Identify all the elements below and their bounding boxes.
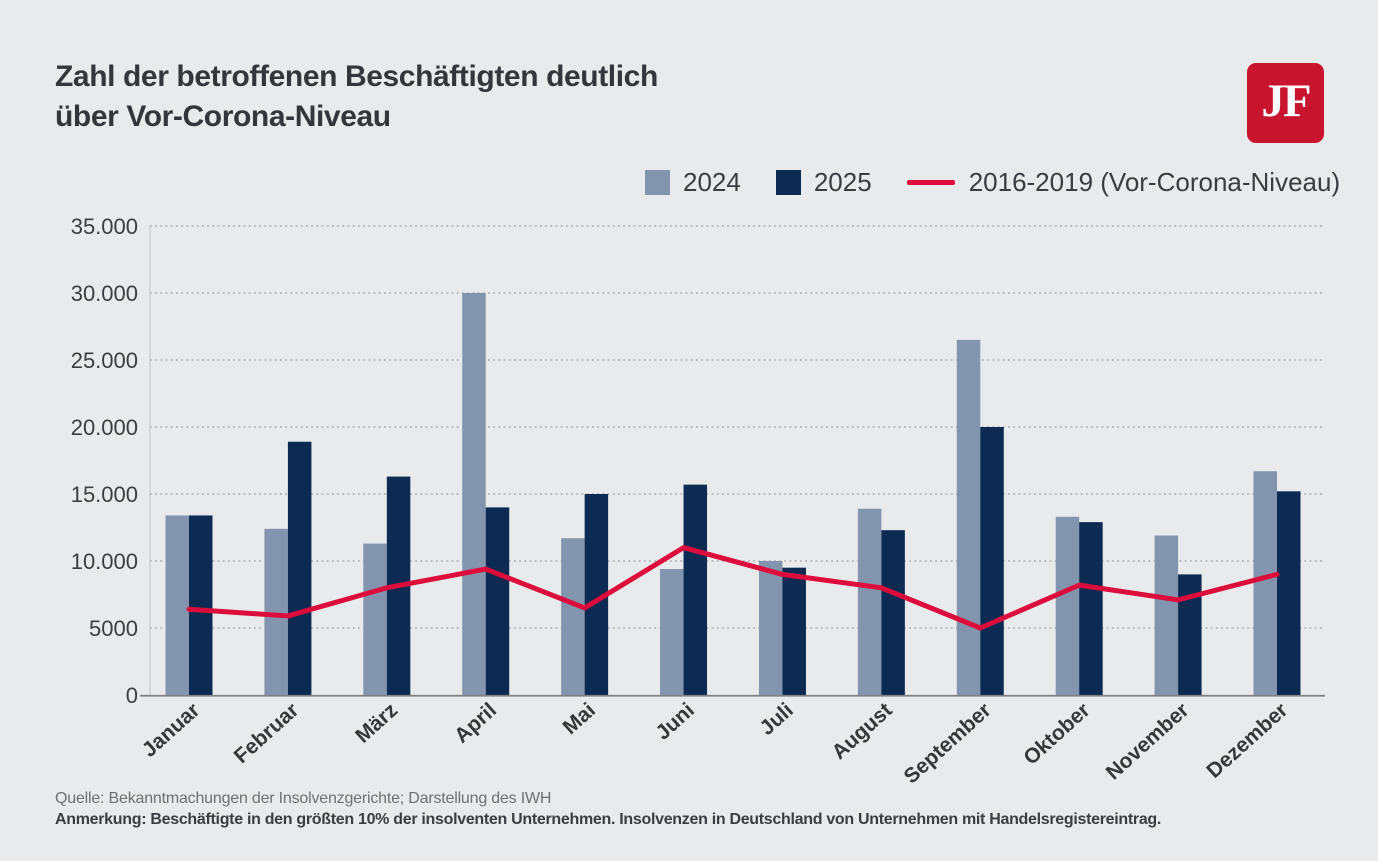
x-tick-label-februar: Februar [230, 699, 303, 768]
x-tick-label-mai: Mai [559, 699, 600, 740]
bar-2024-september [956, 339, 981, 695]
legend-swatch-2024 [645, 170, 670, 195]
x-tick-label-juli: Juli [756, 699, 798, 740]
bar-2024-april [462, 293, 486, 695]
y-tick-label-20000: 20.000 [71, 415, 138, 440]
bar-2025-november [1178, 574, 1202, 695]
legend-label-2024: 2024 [683, 167, 741, 197]
page-title: Zahl der betroffenen Beschäftigten deutl… [55, 57, 658, 137]
bar-2024-januar [165, 515, 189, 695]
x-tick-label-januar: Januar [138, 699, 205, 762]
y-tick-label-15000: 15.000 [71, 482, 138, 507]
title-line-2: über Vor-Corona-Niveau [55, 100, 391, 133]
bar-2025-mai [584, 494, 609, 695]
bar-2024-november [1154, 535, 1179, 695]
jf-logo: JF [1247, 63, 1324, 143]
x-tick-label-dezember: Dezember [1202, 699, 1292, 783]
y-tick-label-30000: 30.000 [71, 281, 138, 306]
source-line: Quelle: Bekanntmachungen der Insolvenzge… [55, 790, 552, 807]
legend-item-2024: 2024 [645, 167, 741, 198]
legend-item-2025: 2025 [775, 167, 872, 198]
chart-legend: 2024 2025 2016-2019 (Vor-Corona-Niveau) [645, 167, 1340, 198]
x-tick-label-april: April [450, 699, 501, 748]
legend-line-swatch [906, 180, 955, 185]
y-tick-label-25000: 25.000 [71, 348, 138, 373]
bar-2025-juni [683, 484, 708, 695]
legend-item-precorona: 2016-2019 (Vor-Corona-Niveau) [906, 167, 1341, 198]
bar-2025-oktober [1079, 522, 1103, 695]
bar-2024-august [857, 508, 882, 695]
trend-line [186, 545, 1280, 631]
y-tick-label-35000: 35.000 [71, 214, 138, 239]
jf-logo-text: JF [1261, 75, 1311, 127]
bar-2024-juli [758, 561, 783, 695]
x-tick-label-august: August [828, 699, 897, 764]
y-tick-label-10000: 10.000 [71, 549, 138, 574]
bar-2024-juni [660, 569, 684, 695]
x-tick-label-märz: März [351, 699, 402, 748]
bar-2025-juli [782, 567, 806, 695]
bar-2025-februar [287, 441, 312, 695]
legend-swatch-2025 [775, 170, 801, 195]
bar-2024-oktober [1055, 516, 1080, 695]
x-tick-label-juni: Juni [651, 699, 698, 745]
note-line: Anmerkung: Beschäftigte in den größten 1… [55, 811, 1162, 828]
bar-2024-dezember [1253, 471, 1277, 695]
legend-label-2025: 2025 [813, 167, 872, 197]
bar-2024-mai [561, 538, 585, 695]
bar-2024-februar [264, 528, 288, 695]
x-tick-label-september: September [900, 699, 996, 789]
x-tick-label-oktober: Oktober [1019, 699, 1094, 770]
x-tick-label-november: November [1102, 699, 1194, 785]
bar-2025-august [881, 530, 905, 695]
bar-2025-april [485, 507, 510, 695]
title-line-1: Zahl der betroffenen Beschäftigten deutl… [55, 60, 658, 93]
bar-2025-dezember [1277, 491, 1301, 695]
bar-2025-januar [189, 515, 213, 695]
bar-2024-märz [363, 543, 387, 695]
legend-label-precorona: 2016-2019 (Vor-Corona-Niveau) [968, 167, 1341, 197]
bar-2025-september [980, 427, 1004, 695]
y-tick-label-0: 0 [126, 683, 138, 708]
y-tick-label-5000: 5000 [89, 616, 138, 641]
